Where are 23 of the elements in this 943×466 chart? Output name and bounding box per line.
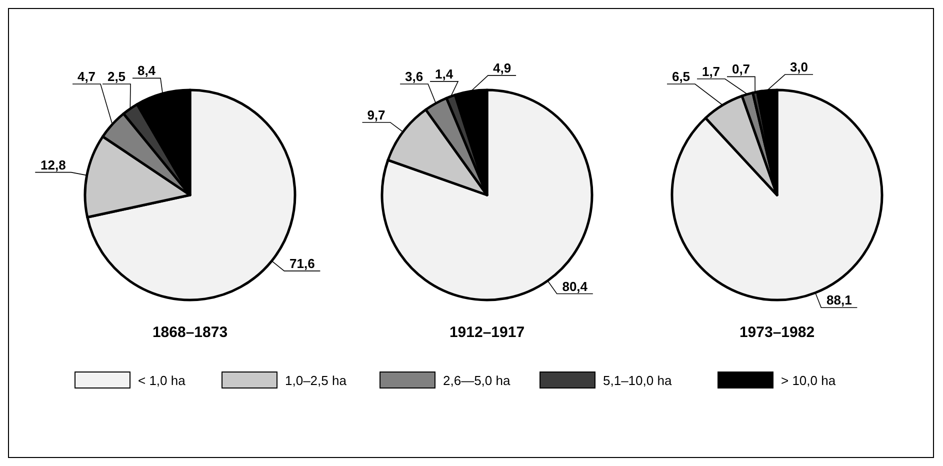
data-label: 2,5 [107, 69, 126, 84]
legend-label: 1,0–2,5 ha [285, 373, 348, 388]
data-label: 9,7 [367, 107, 386, 122]
legend-label: < 1,0 ha [138, 373, 186, 388]
data-label: 3,6 [405, 69, 424, 84]
text: 1912–1917 [449, 324, 525, 341]
data-label: 4,9 [493, 60, 512, 76]
data-label: 0,7 [732, 62, 750, 77]
data-label: 12,8 [40, 157, 66, 172]
data-label: 6,5 [672, 69, 690, 84]
data-label: 3,0 [790, 60, 808, 75]
data-label: 80,4 [562, 278, 588, 294]
data-label: 71,6 [290, 256, 315, 271]
legend-label: > 10,0 ha [781, 373, 836, 388]
text: 1973–1982 [739, 324, 815, 341]
legend-label: 2,6—5,0 ha [443, 373, 511, 388]
data-label: 8,4 [137, 63, 156, 78]
text: 1868–1873 [152, 324, 228, 341]
data-label: 88,1 [826, 292, 852, 308]
legend-label: 5,1–10,0 ha [603, 373, 672, 388]
data-label: 1,7 [702, 64, 720, 79]
data-label: 4,7 [77, 69, 96, 84]
data-label: 1,4 [435, 66, 454, 82]
